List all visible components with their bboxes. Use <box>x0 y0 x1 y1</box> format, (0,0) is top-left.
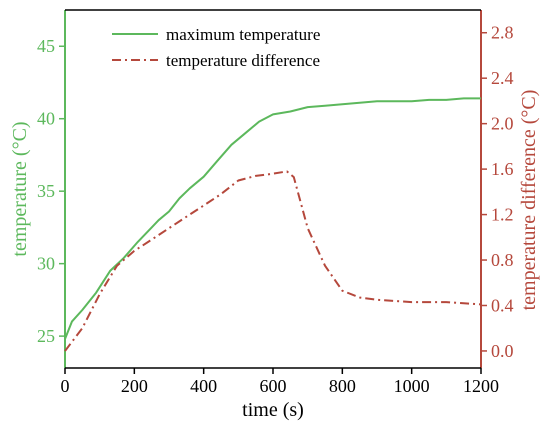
x-ticks: 0 200 400 600 800 1000 1200 <box>61 368 499 396</box>
right-y-tick-label: 0.0 <box>491 341 514 361</box>
legend-label-max: maximum temperature <box>166 25 320 44</box>
right-y-tick-label: 1.2 <box>491 205 514 225</box>
right-y-ticks: 0.0 0.4 0.8 1.2 1.6 2.0 2.4 2.8 <box>481 23 514 361</box>
x-axis-title: time (s) <box>242 399 304 421</box>
left-y-ticks: 25 30 35 40 45 <box>37 36 65 346</box>
x-tick-label: 1200 <box>463 376 499 396</box>
x-tick-label: 400 <box>190 376 217 396</box>
x-tick-label: 0 <box>61 376 70 396</box>
series-line-temperature-difference <box>64 170 482 352</box>
left-y-tick-label: 35 <box>37 181 55 201</box>
x-tick-label: 600 <box>260 376 287 396</box>
series-line-maximum-temperature <box>64 97 481 340</box>
x-tick-label: 800 <box>329 376 356 396</box>
right-y-tick-label: 2.4 <box>491 68 514 88</box>
x-tick-label: 1000 <box>394 376 430 396</box>
right-y-tick-label: 0.8 <box>491 250 514 270</box>
series-layer <box>64 97 482 352</box>
left-y-axis-title: temperature (°C) <box>9 121 31 256</box>
left-y-tick-label: 45 <box>37 36 55 56</box>
right-y-tick-label: 2.8 <box>491 23 514 43</box>
left-y-tick-label: 25 <box>37 326 55 346</box>
right-y-axis-title: temperature difference (°C) <box>518 90 540 311</box>
right-y-tick-label: 2.0 <box>491 114 514 134</box>
left-y-tick-label: 40 <box>37 109 55 129</box>
right-y-tick-label: 1.6 <box>491 159 514 179</box>
legend-label-diff: temperature difference <box>166 51 320 70</box>
legend: maximum temperature temperature differen… <box>112 25 320 70</box>
x-tick-label: 200 <box>121 376 148 396</box>
right-y-tick-label: 0.4 <box>491 295 514 315</box>
left-y-tick-label: 30 <box>37 254 55 274</box>
